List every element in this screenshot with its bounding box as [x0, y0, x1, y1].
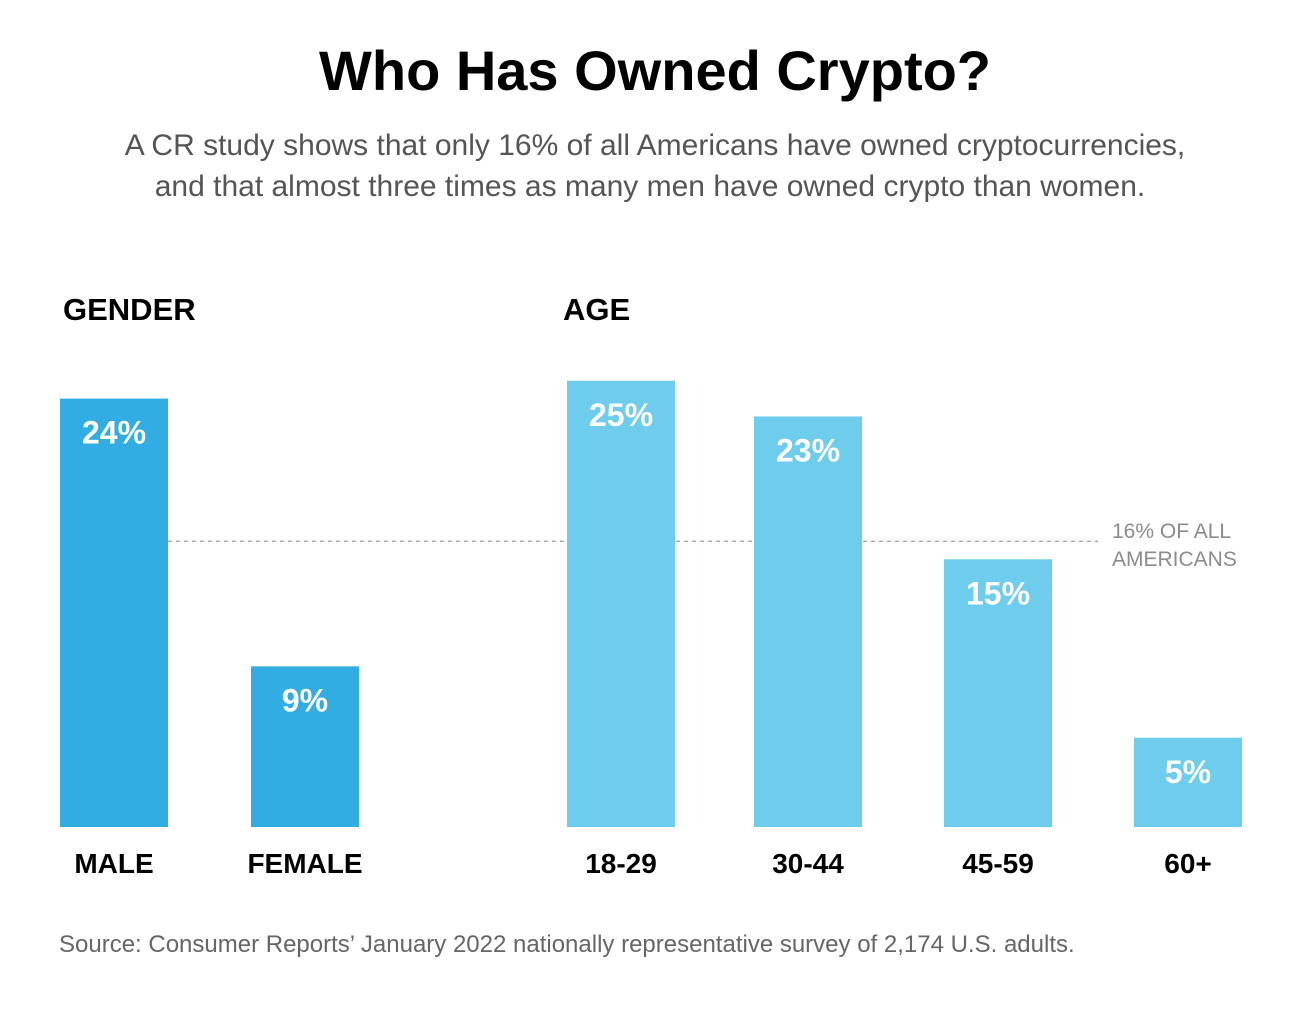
- reference-label-line-1: 16% OF ALL: [1112, 520, 1231, 543]
- category-label-gender-male: MALE: [74, 848, 153, 879]
- value-label-gender-male: 24%: [82, 415, 146, 451]
- bar-groups: GENDER 24% MALE 9% FEMALE AGE 25% 18-29 23% 30-44…: [60, 292, 1242, 879]
- bar-age-18-29: [567, 380, 675, 827]
- chart-subtitle-line-2: and that almost three times as many men …: [155, 170, 1146, 203]
- category-label-gender-female: FEMALE: [247, 848, 362, 879]
- value-label-age-45-59: 15%: [966, 575, 1030, 611]
- bar-age-45-59: [944, 559, 1052, 827]
- category-label-age-18-29: 18-29: [585, 848, 657, 879]
- chart-title: Who Has Owned Crypto?: [319, 39, 991, 102]
- value-label-age-30-44: 23%: [776, 432, 840, 468]
- value-label-gender-female: 9%: [282, 682, 328, 718]
- source-note: Source: Consumer Reports’ January 2022 n…: [59, 931, 1075, 958]
- category-label-age-60: 60+: [1164, 848, 1212, 879]
- group-heading-gender: GENDER: [63, 292, 196, 327]
- group-heading-age: AGE: [563, 292, 630, 327]
- bar-age-60: [1134, 737, 1242, 827]
- bar-gender-female: [251, 666, 359, 827]
- reference-label-line-2: AMERICANS: [1112, 548, 1237, 571]
- bar-gender-male: [60, 398, 168, 827]
- category-label-age-30-44: 30-44: [772, 848, 844, 879]
- category-label-age-45-59: 45-59: [962, 848, 1034, 879]
- value-label-age-18-29: 25%: [589, 397, 653, 433]
- value-label-age-60: 5%: [1165, 754, 1211, 790]
- bar-age-30-44: [754, 416, 862, 827]
- chart-subtitle-line-1: A CR study shows that only 16% of all Am…: [125, 129, 1186, 162]
